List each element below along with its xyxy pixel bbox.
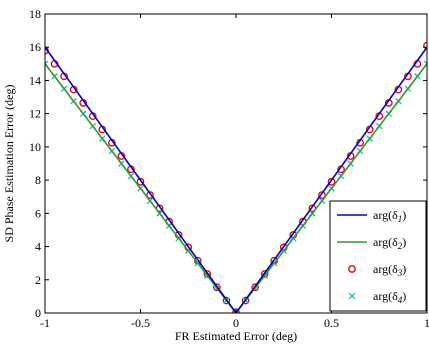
x-tick-label: -0.5 xyxy=(131,316,150,330)
legend-arg-delta-1: arg(δ1) xyxy=(337,208,406,224)
series-arg-delta-3-point xyxy=(222,296,231,305)
series-arg-delta-3-point xyxy=(251,283,259,292)
y-tick-label: 10 xyxy=(29,140,41,154)
y-tick-label: 14 xyxy=(29,73,41,87)
series-arg-delta-3-point xyxy=(241,296,250,305)
legend: arg(δ1) arg(δ2) arg(δ3) arg(δ4) xyxy=(329,200,427,312)
series-arg-delta-3-point xyxy=(213,283,221,292)
legend-arg-delta-3: arg(δ3) xyxy=(348,262,406,278)
x-tick-label: 1 xyxy=(424,316,429,330)
legend-arg-delta-1-label: arg(δ1) xyxy=(373,208,406,224)
y-tick-label: 4 xyxy=(35,240,41,254)
y-tick-label: 6 xyxy=(35,206,41,220)
series-arg-delta-3-point xyxy=(203,270,212,278)
y-axis-title: SD Phase Estimation Error (deg) xyxy=(2,85,16,243)
x-tick-label: -1 xyxy=(40,316,50,330)
series-arg-delta-3-point xyxy=(136,177,145,186)
series-group xyxy=(45,41,427,313)
legend-arg-delta-4: arg(δ4) xyxy=(348,289,406,305)
y-tick-label: 18 xyxy=(29,7,41,21)
y-tick-label: 16 xyxy=(29,40,41,54)
series-arg-delta-3-point xyxy=(318,191,326,199)
legend-arg-delta-4-label: arg(δ4) xyxy=(373,289,406,305)
legend-box xyxy=(329,200,427,312)
x-tick-label: 0.5 xyxy=(324,316,339,330)
series-arg-delta-3-point xyxy=(327,177,336,186)
legend-arg-delta-3-swatch xyxy=(348,265,356,273)
series-arg-delta-1-line xyxy=(45,46,427,313)
legend-arg-delta-2-label: arg(δ2) xyxy=(373,235,406,251)
series-arg-delta-3-point xyxy=(232,308,240,313)
y-tick-label: 12 xyxy=(29,107,41,121)
plot-area xyxy=(45,41,427,313)
x-axis-title: FR Estimated Error (deg) xyxy=(175,329,297,343)
series-arg-delta-2-line xyxy=(45,63,427,313)
legend-arg-delta-4-swatch xyxy=(348,292,356,300)
y-tick-label: 2 xyxy=(35,273,41,287)
series-arg-delta-3-point xyxy=(146,191,154,199)
legend-arg-delta-3-label: arg(δ3) xyxy=(373,262,406,278)
y-tick-label: 8 xyxy=(35,173,41,187)
x-tick-label: 0 xyxy=(233,316,239,330)
legend-arg-delta-2: arg(δ2) xyxy=(337,235,406,251)
series-arg-delta-3-point xyxy=(260,270,269,278)
y-tick-label: 0 xyxy=(35,306,41,320)
